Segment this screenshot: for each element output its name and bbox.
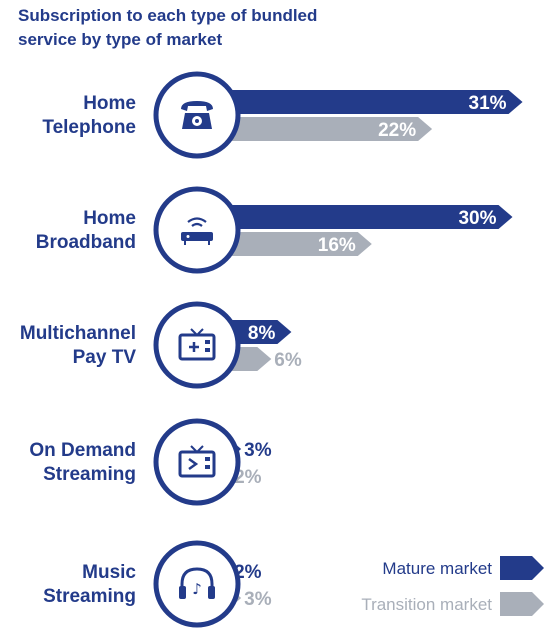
category-row: On Demand Streaming 3% 2% — [29, 418, 272, 506]
category-row: Home Broadband 30% 16% — [36, 186, 513, 274]
chart-title: Subscription to each type of bundled ser… — [18, 4, 378, 52]
category-label: Home — [83, 93, 136, 114]
category-label: Home — [83, 208, 136, 229]
value-label-transition: 3% — [244, 589, 272, 610]
category-label: Streaming — [43, 586, 136, 607]
category-label: Streaming — [43, 464, 136, 485]
bar-transition — [197, 117, 433, 141]
value-label-transition: 22% — [378, 120, 416, 141]
router-led — [186, 235, 190, 238]
category-row: Multichannel Pay TV 8% 6% — [20, 301, 302, 389]
headphones-icon: ♪ — [179, 567, 215, 599]
headphones-band — [180, 567, 214, 592]
router-wave-outer — [187, 217, 207, 223]
router-icon — [181, 217, 213, 245]
legend-label: Transition market — [361, 595, 492, 614]
tv-button-top — [205, 340, 210, 344]
router-wave-inner — [191, 222, 203, 227]
telephone-handset-shape — [181, 101, 213, 111]
tv-button-bottom — [205, 348, 210, 352]
category-label: On Demand — [29, 440, 136, 461]
tv-play-chevron — [188, 457, 199, 471]
category-row: Music Streaming 2% 3% ♪ — [43, 540, 272, 628]
tv-button-top — [205, 457, 210, 461]
value-label-mature: 8% — [248, 323, 276, 344]
headphones-cup-left — [179, 586, 186, 599]
value-label-mature: 2% — [234, 562, 262, 583]
telephone-dial-center — [195, 119, 199, 123]
bar-mature — [197, 205, 513, 229]
tv-button-bottom — [205, 465, 210, 469]
legend: Mature market Transition market — [361, 556, 544, 616]
tv-plus-icon — [178, 328, 216, 361]
value-label-mature: 3% — [244, 440, 272, 461]
category-label: Broadband — [36, 232, 136, 253]
icon-circle — [153, 186, 241, 274]
icon-circle — [153, 301, 241, 389]
category-row: Home Telephone 31% 22% — [42, 71, 523, 159]
tv-frame — [178, 333, 216, 361]
tv-play-icon — [178, 445, 216, 478]
chart-title-line-1: Subscription to each type of bundled — [18, 6, 318, 25]
telephone-icon — [181, 101, 213, 129]
value-label-transition: 16% — [318, 235, 356, 256]
icon-circle — [153, 418, 241, 506]
icon-circle — [153, 540, 241, 628]
headphones-note: ♪ — [192, 580, 202, 598]
category-label: Telephone — [42, 117, 136, 138]
category-label: Multichannel — [20, 323, 136, 344]
value-label-transition: 2% — [234, 467, 262, 488]
tv-frame — [178, 450, 216, 478]
value-label-mature: 30% — [458, 208, 496, 229]
legend-swatch — [500, 556, 544, 580]
legend-swatch — [500, 592, 544, 616]
chart-title-line-2: service by type of market — [18, 30, 223, 49]
value-label-transition: 6% — [274, 350, 302, 371]
bar-mature — [197, 90, 523, 114]
tv-plus-symbol — [189, 342, 199, 352]
headphones-cup-right — [208, 586, 215, 599]
bar-transition — [197, 232, 372, 256]
router-body-shape — [181, 232, 213, 241]
value-label-mature: 31% — [469, 93, 507, 114]
category-label: Music — [82, 562, 136, 583]
legend-label: Mature market — [382, 559, 492, 578]
category-label: Pay TV — [73, 347, 137, 368]
